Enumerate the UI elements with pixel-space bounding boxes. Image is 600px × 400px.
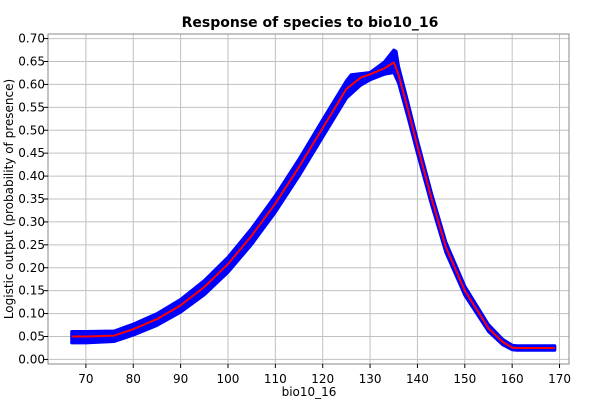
y-tick-label: 0.70 [18, 32, 45, 46]
variation-band [70, 48, 557, 352]
grid-lines [48, 34, 569, 364]
y-tick-label: 0.20 [18, 261, 45, 275]
x-tick-label: 150 [453, 372, 476, 386]
x-tick-label: 140 [406, 372, 429, 386]
y-tick-label: 0.55 [18, 100, 45, 114]
y-tick-label: 0.10 [18, 307, 45, 321]
x-axis-label: bio10_16 [282, 385, 337, 399]
x-tick-label: 120 [311, 372, 334, 386]
x-tick-label: 110 [264, 372, 287, 386]
y-tick-label: 0.30 [18, 215, 45, 229]
band-area [70, 48, 557, 352]
band-lower-edge [71, 71, 555, 352]
x-tick-label: 100 [217, 372, 240, 386]
y-tick-label: 0.25 [18, 238, 45, 252]
x-tick-label: 130 [359, 372, 382, 386]
x-tick-label: 90 [173, 372, 188, 386]
y-tick-label: 0.50 [18, 123, 45, 137]
y-tick-labels: 0.00 0.05 0.10 0.15 0.20 0.25 0.30 0.35 0.40 0.45… [18, 32, 45, 367]
y-tick-label: 0.15 [18, 284, 45, 298]
x-tick-label: 160 [501, 372, 524, 386]
x-tick-label: 170 [548, 372, 571, 386]
chart-title: Response of species to bio10_16 [182, 15, 439, 31]
x-tick-labels: 70 80 90 100 110 120 130 140 150 160 170 [78, 372, 571, 386]
mean-line-path [71, 61, 555, 349]
band-upper-edge [71, 48, 555, 347]
y-tick-label: 0.65 [18, 55, 45, 69]
y-tick-label: 0.40 [18, 169, 45, 183]
y-tick-label: 0.00 [18, 352, 45, 366]
x-tick-label: 80 [126, 372, 141, 386]
axis-ticks [44, 38, 561, 368]
x-tick-label: 70 [78, 372, 93, 386]
y-tick-label: 0.05 [18, 330, 45, 344]
mean-response-line [71, 61, 555, 349]
y-tick-label: 0.45 [18, 146, 45, 160]
y-tick-label: 0.35 [18, 192, 45, 206]
y-axis-label: Logistic output (probability of presence… [2, 79, 16, 319]
y-tick-label: 0.60 [18, 77, 45, 91]
